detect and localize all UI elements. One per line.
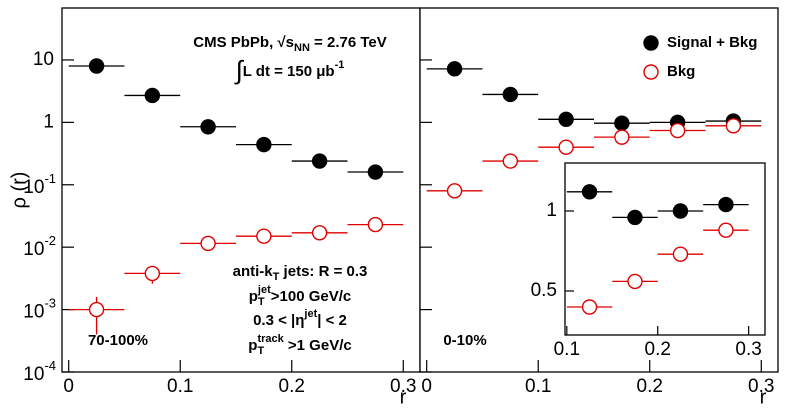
marker (446, 61, 463, 77)
x-tick-label: 0.3 (735, 339, 761, 360)
legend-marker (643, 35, 659, 51)
annotation-part: T (257, 345, 264, 357)
tick-base: 10 (23, 177, 44, 198)
x-tick-label: 0.2 (637, 376, 663, 397)
annotation-part: ∫ (234, 55, 245, 85)
marker (627, 209, 643, 226)
plot-frame (61, 7, 421, 373)
x-axis-label: r (760, 386, 767, 408)
tick-exponent: -3 (44, 296, 56, 311)
marker (88, 58, 105, 74)
annotation-part: 0.3 < |η (253, 312, 304, 329)
annotation-part: p (249, 288, 258, 305)
tick-exponent: -2 (44, 234, 56, 249)
tick-base: 10 (23, 239, 44, 260)
marker (311, 225, 328, 241)
marker (367, 216, 384, 233)
marker (718, 222, 734, 238)
annotation-part: L dt = 150 μb (243, 63, 335, 80)
marker (581, 299, 598, 315)
annotation: pTtrack >1 GeV/c (248, 333, 351, 357)
marker (558, 111, 574, 127)
annotation: 70-100% (88, 332, 148, 349)
annotation-part: -1 (335, 59, 345, 71)
marker (502, 86, 519, 103)
annotation-part: s (286, 34, 294, 51)
legend-marker (643, 64, 659, 80)
y-tick-label: 10 (33, 49, 54, 70)
y-tick-label: 10-1 (23, 171, 56, 198)
y-tick-label: 0.5 (531, 280, 557, 301)
x-tick-label: 0.1 (167, 376, 193, 397)
annotation-part: jet (303, 308, 317, 320)
y-tick-label: 10-3 (23, 296, 56, 323)
marker (672, 203, 689, 219)
annotation-part: track (257, 333, 284, 345)
marker (446, 183, 463, 199)
annotation-part: T (258, 296, 265, 308)
annotation-part: = 2.76 TeV (310, 34, 387, 51)
marker (144, 87, 161, 104)
y-axis-label: ρ (r) (8, 172, 30, 209)
y-tick-label: 1 (546, 200, 557, 221)
marker (558, 139, 574, 155)
x-tick-label: 0.2 (645, 339, 671, 360)
annotation-part: 70-100% (88, 332, 148, 349)
marker (718, 196, 734, 213)
x-tick-label: 0 (63, 376, 74, 397)
annotation-part: CMS PbPb, √ (193, 34, 286, 51)
marker (144, 265, 161, 282)
x-axis-label: r (400, 386, 407, 408)
y-tick-label: 10-4 (23, 358, 56, 385)
marker (725, 118, 742, 134)
marker (256, 228, 272, 244)
y-tick-label: 1 (43, 111, 54, 132)
x-tick-label: 0 (421, 376, 432, 397)
legend-label: Signal + Bkg (667, 34, 757, 51)
x-tick-label: 0.2 (279, 376, 305, 397)
annotation: anti-kT jets: R = 0.3 (233, 263, 368, 283)
marker (614, 129, 630, 145)
marker (367, 164, 384, 180)
annotation-part: jet (257, 284, 271, 296)
marker (256, 136, 272, 153)
marker (672, 246, 689, 262)
annotation-part: | < 2 (317, 312, 347, 329)
marker (627, 273, 643, 290)
annotation: 0-10% (443, 332, 486, 349)
annotation: CMS PbPb, √sNN = 2.76 TeV (193, 34, 387, 54)
marker (502, 153, 519, 169)
annotation-part: NN (294, 42, 310, 54)
x-tick-label: 0.1 (554, 339, 580, 360)
marker (200, 235, 216, 252)
annotation-part: >1 GeV/c (284, 337, 352, 354)
tick-exponent: -1 (44, 171, 56, 186)
tick-exponent: -4 (44, 358, 56, 373)
y-tick-label: 10-2 (23, 234, 56, 261)
x-tick-label: 0.1 (525, 376, 551, 397)
annotation-part: p (248, 337, 257, 354)
x-tick-label: 0.3 (390, 376, 416, 397)
annotation: ∫L dt = 150 μb-1 (234, 55, 345, 85)
tick-base: 10 (23, 364, 44, 385)
marker (581, 184, 598, 200)
annotation-part: >100 GeV/c (271, 288, 351, 305)
annotation-part: T (273, 271, 280, 283)
marker (88, 301, 105, 318)
annotation-part: 0-10% (443, 332, 486, 349)
legend-label: Bkg (667, 63, 695, 80)
marker (614, 115, 630, 131)
x-tick-label: 0.3 (748, 376, 774, 397)
annotation-part: anti-k (233, 263, 274, 280)
annotation-part: jets: R = 0.3 (279, 263, 367, 280)
annotation: pTjet>100 GeV/c (249, 284, 352, 308)
marker (311, 153, 328, 169)
annotation: 0.3 < |ηjet| < 2 (253, 308, 347, 329)
marker (200, 119, 216, 135)
tick-base: 10 (23, 302, 44, 323)
marker (669, 122, 686, 139)
